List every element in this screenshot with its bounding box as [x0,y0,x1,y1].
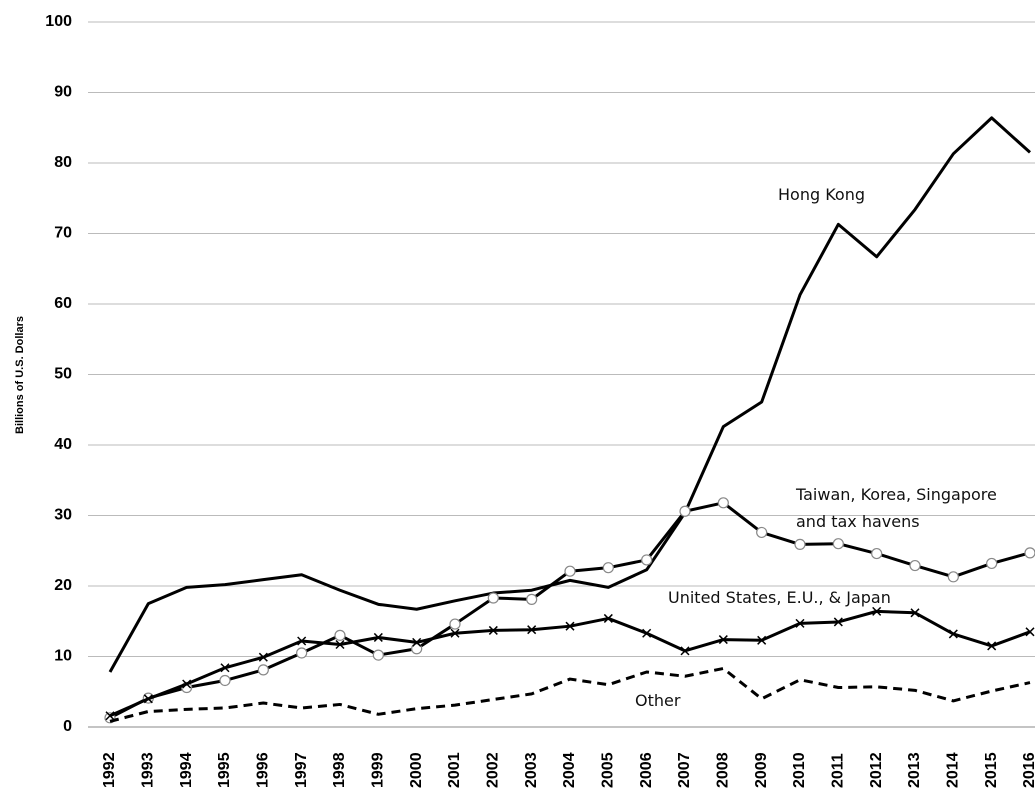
x-tick-label: 2011 [830,753,847,788]
marker [1024,547,1035,559]
y-tick-label: 40 [54,436,72,453]
x-tick-label: 1999 [370,752,387,788]
marker [487,592,499,604]
marker [910,608,920,618]
y-axis-label: Billions of U.S. Dollars [14,316,26,434]
marker [756,526,768,539]
marker [526,593,538,605]
y-tick-label: 70 [54,225,72,242]
x-tick-label: 2014 [945,752,962,788]
marker [143,694,153,704]
x-tick-label: 1995 [216,752,233,788]
y-tick-label: 30 [54,507,72,524]
x-tick-label: 1996 [255,752,272,788]
x-tick-label: 2007 [676,752,693,788]
marker [947,571,959,583]
x-tick-label: 2009 [753,752,770,788]
marker [296,647,308,659]
marker [795,618,805,628]
marker [602,562,614,574]
y-tick-label: 50 [54,366,72,383]
series-label: Other [635,691,681,710]
marker [757,635,767,645]
x-tick-label: 1993 [140,752,157,788]
x-tick-label: 2012 [868,752,885,788]
x-tick-label: 2010 [791,752,808,788]
y-tick-label: 90 [54,84,72,101]
marker [258,652,268,662]
marker [832,538,844,550]
x-tick-label: 2005 [600,752,617,788]
marker [872,606,882,616]
marker [449,618,461,630]
marker [373,632,383,642]
marker [565,621,575,631]
y-tick-label: 10 [54,648,72,665]
x-tick-label: 2003 [523,752,540,788]
marker [871,547,883,560]
marker [105,711,115,721]
marker [450,628,460,638]
marker [564,565,576,577]
marker [335,639,345,650]
series-label: Taiwan, Korea, Singapore and tax havens [796,485,997,531]
series-label: United States, E.U., & Japan [668,588,891,607]
marker [679,505,691,517]
marker [680,646,690,656]
x-tick-label: 2013 [906,752,923,788]
marker [1025,627,1035,637]
marker [987,641,997,651]
x-tick-label: 2004 [561,752,578,788]
x-tick-label: 2016 [1021,752,1035,788]
marker [833,617,843,627]
y-tick-label: 80 [54,154,72,171]
marker [297,636,307,646]
marker [641,554,653,566]
x-tick-label: 1998 [331,752,348,788]
marker [182,679,192,689]
y-tick-label: 60 [54,295,72,312]
marker [220,663,230,673]
series-line [108,116,1032,673]
marker [909,559,921,572]
marker [488,625,498,635]
y-tick-label: 20 [54,577,72,594]
series-label: Hong Kong [778,185,865,204]
x-tick-label: 2008 [715,752,732,788]
marker [219,674,231,687]
marker [986,557,998,570]
x-tick-label: 1992 [101,752,118,788]
marker [603,613,613,623]
x-tick-label: 2015 [983,752,1000,788]
marker [718,635,728,645]
x-tick-label: 2001 [446,752,463,788]
y-tick-label: 0 [63,718,72,735]
marker [412,637,422,647]
marker [642,628,652,638]
marker [717,497,729,509]
marker [527,625,537,635]
marker [948,629,958,639]
x-tick-label: 2006 [638,752,655,788]
marker [794,538,806,551]
marker [372,649,384,661]
x-tick-label: 2000 [408,752,425,788]
y-tick-label: 100 [45,13,72,30]
marker [257,664,269,676]
x-tick-label: 2002 [485,752,502,788]
marker [334,629,346,641]
x-tick-label: 1994 [178,752,195,788]
series-line [109,666,1031,723]
x-tick-label: 1997 [293,752,310,788]
